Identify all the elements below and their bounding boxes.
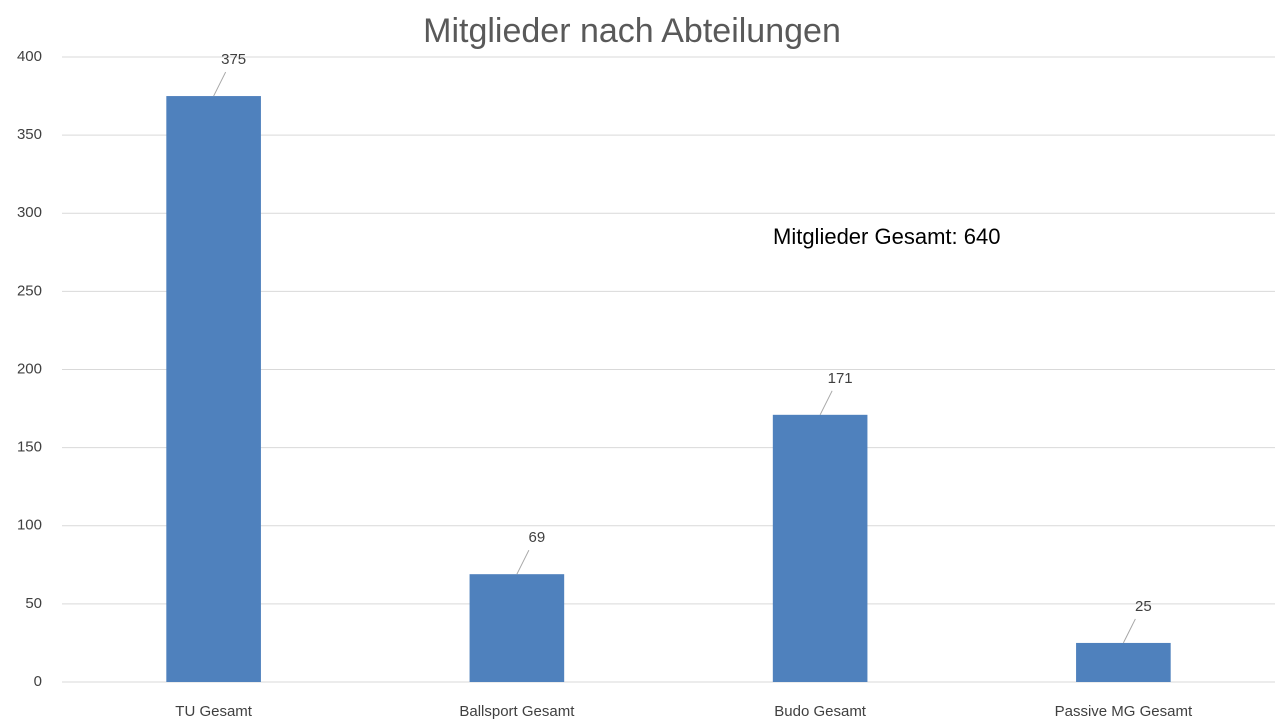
y-tick-label: 350 <box>17 126 42 143</box>
y-tick-label: 100 <box>17 517 42 534</box>
leader-line <box>516 549 530 575</box>
x-tick-label: TU Gesamt <box>175 703 253 720</box>
y-tick-label: 200 <box>17 360 42 377</box>
y-tick-label: 400 <box>17 48 42 65</box>
x-tick-label: Passive MG Gesamt <box>1055 703 1193 720</box>
x-tick-label: Ballsport Gesamt <box>459 703 575 720</box>
y-tick-label: 50 <box>25 595 42 612</box>
bar <box>469 574 565 682</box>
leader-line <box>819 390 833 416</box>
y-tick-label: 250 <box>17 282 42 299</box>
bar <box>772 414 868 682</box>
data-label: 375 <box>221 51 246 68</box>
leader-line <box>213 71 227 97</box>
data-label: 25 <box>1135 598 1152 615</box>
bar <box>166 96 261 682</box>
data-label: 69 <box>529 529 546 546</box>
bar <box>1076 642 1171 682</box>
x-tick-label: Budo Gesamt <box>774 703 867 720</box>
leader-line <box>1122 618 1136 644</box>
y-tick-label: 0 <box>34 673 42 690</box>
data-label: 171 <box>828 370 853 387</box>
y-tick-label: 300 <box>17 204 42 221</box>
annotation: Mitglieder Gesamt: 640 <box>773 224 1000 249</box>
y-tick-label: 150 <box>17 439 42 456</box>
chart-title: Mitglieder nach Abteilungen <box>423 12 841 50</box>
